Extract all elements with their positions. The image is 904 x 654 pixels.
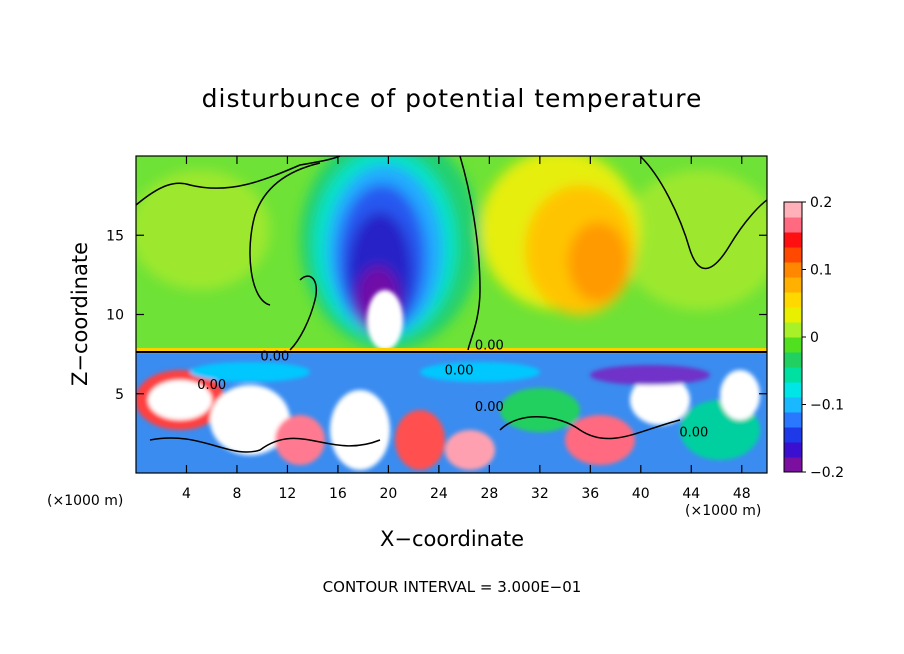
contour-labels: 0.000.000.000.000.000.00 xyxy=(197,338,708,440)
colorbar: 0.2 0.1 0 −0.1 −0.2 xyxy=(783,195,844,481)
x-tick-label: 28 xyxy=(480,486,498,502)
contour-lines xyxy=(136,156,767,453)
colorbar-swatch xyxy=(784,457,802,473)
contour-label: 0.00 xyxy=(475,400,504,415)
colorbar-swatch xyxy=(784,232,802,248)
contour-label: 0.00 xyxy=(445,364,474,379)
colorbar-swatch xyxy=(784,397,802,413)
colorbar-swatch xyxy=(784,442,802,458)
y-axis-label: Z−coordinate xyxy=(68,242,92,386)
contour-label: 0.00 xyxy=(475,338,504,353)
colorbar-tick-label: −0.2 xyxy=(810,465,844,481)
x-tick-label: 36 xyxy=(581,486,599,502)
colorbar-swatch xyxy=(784,292,802,308)
contour-label: 0.00 xyxy=(260,349,289,364)
colorbar-swatch xyxy=(784,217,802,233)
colorbar-swatch xyxy=(784,412,802,428)
chart-title: disturbunce of potential temperature xyxy=(201,84,703,113)
x-tick-label: 32 xyxy=(531,486,549,502)
colorbar-swatch xyxy=(784,367,802,383)
colorbar-swatch xyxy=(784,202,802,218)
x-unit-right: (×1000 m) xyxy=(685,503,762,519)
heatmap-field xyxy=(136,156,767,473)
colorbar-swatch xyxy=(784,382,802,398)
contour-label: 0.00 xyxy=(679,426,708,441)
colorbar-swatch xyxy=(784,262,802,278)
colorbar-swatch xyxy=(784,247,802,263)
colorbar-swatch xyxy=(784,427,802,443)
x-tick-label: 4 xyxy=(182,486,191,502)
colorbar-swatch xyxy=(784,322,802,338)
y-axis: 5 10 15 xyxy=(106,228,767,403)
colorbar-tick-label: 0 xyxy=(810,330,819,346)
x-tick-label: 20 xyxy=(379,486,397,502)
x-tick-label: 8 xyxy=(232,486,241,502)
x-tick-label: 40 xyxy=(632,486,650,502)
colorbar-tick-label: 0.1 xyxy=(810,263,832,279)
y-tick-label: 5 xyxy=(115,387,124,403)
colorbar-swatch xyxy=(784,352,802,368)
colorbar-tick-label: −0.1 xyxy=(810,398,844,414)
colorbar-swatch xyxy=(784,307,802,323)
x-axis: 4 8 12 16 20 24 28 32 36 40 44 48 xyxy=(182,156,751,502)
x-tick-label: 48 xyxy=(733,486,751,502)
x-tick-label: 44 xyxy=(682,486,700,502)
x-tick-label: 12 xyxy=(279,486,297,502)
y-tick-label: 10 xyxy=(106,308,124,324)
contour-label: 0.00 xyxy=(197,378,226,393)
colorbar-tick-label: 0.2 xyxy=(810,195,832,211)
colorbar-swatch xyxy=(784,337,802,353)
x-tick-label: 24 xyxy=(430,486,448,502)
contour-interval-note: CONTOUR INTERVAL = 3.000E−01 xyxy=(322,578,582,596)
x-unit-left: (×1000 m) xyxy=(47,493,124,509)
x-tick-label: 16 xyxy=(329,486,347,502)
x-axis-label: X−coordinate xyxy=(380,527,524,551)
y-tick-label: 15 xyxy=(106,228,124,244)
colorbar-swatch xyxy=(784,277,802,293)
